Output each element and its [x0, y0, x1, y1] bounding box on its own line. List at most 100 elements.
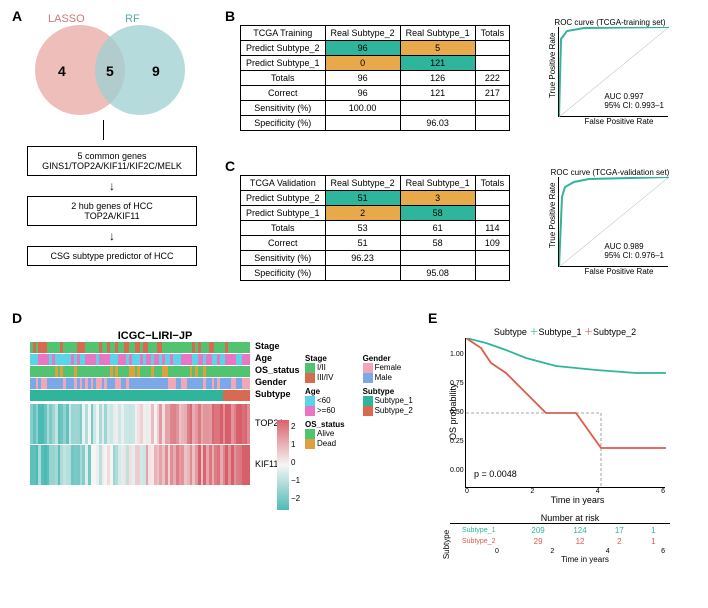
roc-c-xlabel: False Positive Rate: [558, 267, 680, 276]
r20: 29: [518, 537, 558, 546]
venn-right-count: 9: [152, 63, 160, 79]
tc-r2c2: 58: [400, 206, 475, 221]
tc-col2: Real Subtype_1: [400, 176, 475, 191]
tb-col2: Real Subtype_1: [400, 26, 475, 41]
km-s1: Subtype_1: [538, 327, 581, 337]
roc-b-auc: AUC 0.997: [604, 92, 664, 101]
risk-xticks: 0 2 4 6: [495, 548, 665, 555]
venn-right-label: RF: [125, 13, 140, 25]
tb-r3-label: Totals: [241, 71, 326, 86]
tc-r4-label: Correct: [241, 236, 326, 251]
anno-track-gender: Gender: [30, 378, 340, 389]
tb-r5-label: Sensitivity (%): [241, 101, 326, 116]
roc-c-auc: AUC 0.989: [604, 242, 664, 251]
flow-box-2-line2: TOP2A/KIF11: [36, 211, 188, 221]
flow-box-1-line2: GINS1/TOP2A/KIF11/KIF2C/MELK: [36, 161, 188, 171]
roc-b-plot: AUC 0.997 95% CI: 0.993–1: [558, 27, 668, 117]
tb-col1: Real Subtype_2: [325, 26, 400, 41]
heatmap-legends: StageI/IIIII/IVAge<60>=60OS_statusAliveD…: [305, 350, 413, 449]
roc-c-title: ROC curve (TCGA-validation set): [540, 168, 680, 177]
tc-r5-label: Sensitivity (%): [241, 251, 326, 266]
flow-box-1: 5 common genes GINS1/TOP2A/KIF11/KIF2C/M…: [27, 146, 197, 176]
tb-r6c2: 96.03: [400, 116, 475, 131]
risk-table: Number at risk Subtype_1 209 124 17 1 Su…: [450, 513, 690, 564]
rxt2: 4: [606, 548, 610, 555]
tb-r5c2: [400, 101, 475, 116]
tc-r3c2: 61: [400, 221, 475, 236]
tc-r4c1: 51: [325, 236, 400, 251]
tb-r2-label: Predict Subtype_1: [241, 56, 326, 71]
tc-col3: Totals: [475, 176, 510, 191]
tb-r2c1: 0: [325, 56, 400, 71]
tb-col3: Totals: [475, 26, 510, 41]
roc-c-ylabel: True Positive Rate: [548, 182, 557, 248]
roc-training: ROC curve (TCGA-training set) True Posit…: [540, 18, 680, 138]
km-plot-container: Subtype ＋Subtype_1 ＋Subtype_2 OS probabi…: [440, 325, 690, 564]
heatmap-title: ICGC−LIRI−JP: [0, 330, 340, 342]
panel-d-label: D: [12, 310, 22, 326]
roc-b-ylabel: True Positive Rate: [548, 32, 557, 98]
km-xticks: 0 2 4 6: [465, 488, 665, 495]
flow-box-1-line1: 5 common genes: [36, 151, 188, 161]
roc-c-auc-box: AUC 0.989 95% CI: 0.976–1: [604, 242, 664, 260]
tb-r6-label: Specificity (%): [241, 116, 326, 131]
r23: 1: [639, 537, 668, 546]
tb-r1-label: Predict Subtype_2: [241, 41, 326, 56]
risk-s1-label: Subtype_1: [452, 526, 516, 535]
flow-box-3: CSG subtype predictor of HCC: [27, 246, 197, 266]
tb-r1c1: 96: [325, 41, 400, 56]
km-yticks: 1.00 0.75 0.50 0.25 0.00: [450, 340, 464, 485]
tc-r5c2: [400, 251, 475, 266]
xt3: 6: [661, 488, 665, 495]
flow-arrow-2: ↓: [22, 232, 202, 240]
km-legend-label: Subtype: [494, 327, 527, 337]
risk-xlabel: Time in years: [480, 555, 690, 564]
cb-tick-1: 1: [291, 436, 300, 454]
km-legend: Subtype ＋Subtype_1 ＋Subtype_2: [440, 325, 690, 338]
tc-r6c3: [475, 266, 510, 281]
roc-b-xlabel: False Positive Rate: [558, 117, 680, 126]
km-xlabel: Time in years: [465, 495, 690, 505]
panel-c-label: C: [225, 158, 235, 174]
roc-b-ci: 95% CI: 0.993–1: [604, 101, 664, 110]
tc-r6c2: 95.08: [400, 266, 475, 281]
tb-r6c3: [475, 116, 510, 131]
xt2: 4: [596, 488, 600, 495]
anno-track-age: Age: [30, 354, 340, 365]
colorbar-ticks: 2 1 0 −1 −2: [291, 418, 300, 508]
venn-left-count: 4: [58, 63, 66, 79]
xt1: 2: [530, 488, 534, 495]
tc-r3c1: 53: [325, 221, 400, 236]
rxt3: 6: [661, 548, 665, 555]
tc-title: TCGA Validation: [241, 176, 326, 191]
yt2: 0.50: [450, 398, 464, 427]
roc-c-plot: AUC 0.989 95% CI: 0.976–1: [558, 177, 668, 267]
flow-box-2-line1: 2 hub genes of HCC: [36, 201, 188, 211]
risk-title: Number at risk: [450, 513, 690, 523]
yt1: 0.25: [450, 427, 464, 456]
tb-title: TCGA Training: [241, 26, 326, 41]
anno-track-os_status: OS_status: [30, 366, 340, 377]
flow-box-2: 2 hub genes of HCC TOP2A/KIF11: [27, 196, 197, 226]
panel-a-label: A: [12, 8, 22, 24]
r11: 124: [560, 526, 600, 535]
tb-r2c3: [475, 56, 510, 71]
tc-r1c3: [475, 191, 510, 206]
roc-b-title: ROC curve (TCGA-training set): [540, 18, 680, 27]
tb-r5c1: 100.00: [325, 101, 400, 116]
roc-c-ci: 95% CI: 0.976–1: [604, 251, 664, 260]
tb-r5c3: [475, 101, 510, 116]
anno-track-stage: Stage: [30, 342, 340, 353]
km-pvalue: p = 0.0048: [474, 469, 517, 479]
tc-r4c2: 58: [400, 236, 475, 251]
tb-r1c2: 5: [400, 41, 475, 56]
roc-validation: ROC curve (TCGA-validation set) True Pos…: [540, 168, 680, 288]
tc-r2c1: 2: [325, 206, 400, 221]
tc-r6-label: Specificity (%): [241, 266, 326, 281]
cb-tick-0: 2: [291, 418, 300, 436]
venn-intersection-count: 5: [106, 63, 114, 79]
tcga-validation-table: TCGA ValidationReal Subtype_2Real Subtyp…: [240, 175, 510, 281]
tc-r1c1: 51: [325, 191, 400, 206]
tb-r6c1: [325, 116, 400, 131]
tb-r3c2: 126: [400, 71, 475, 86]
